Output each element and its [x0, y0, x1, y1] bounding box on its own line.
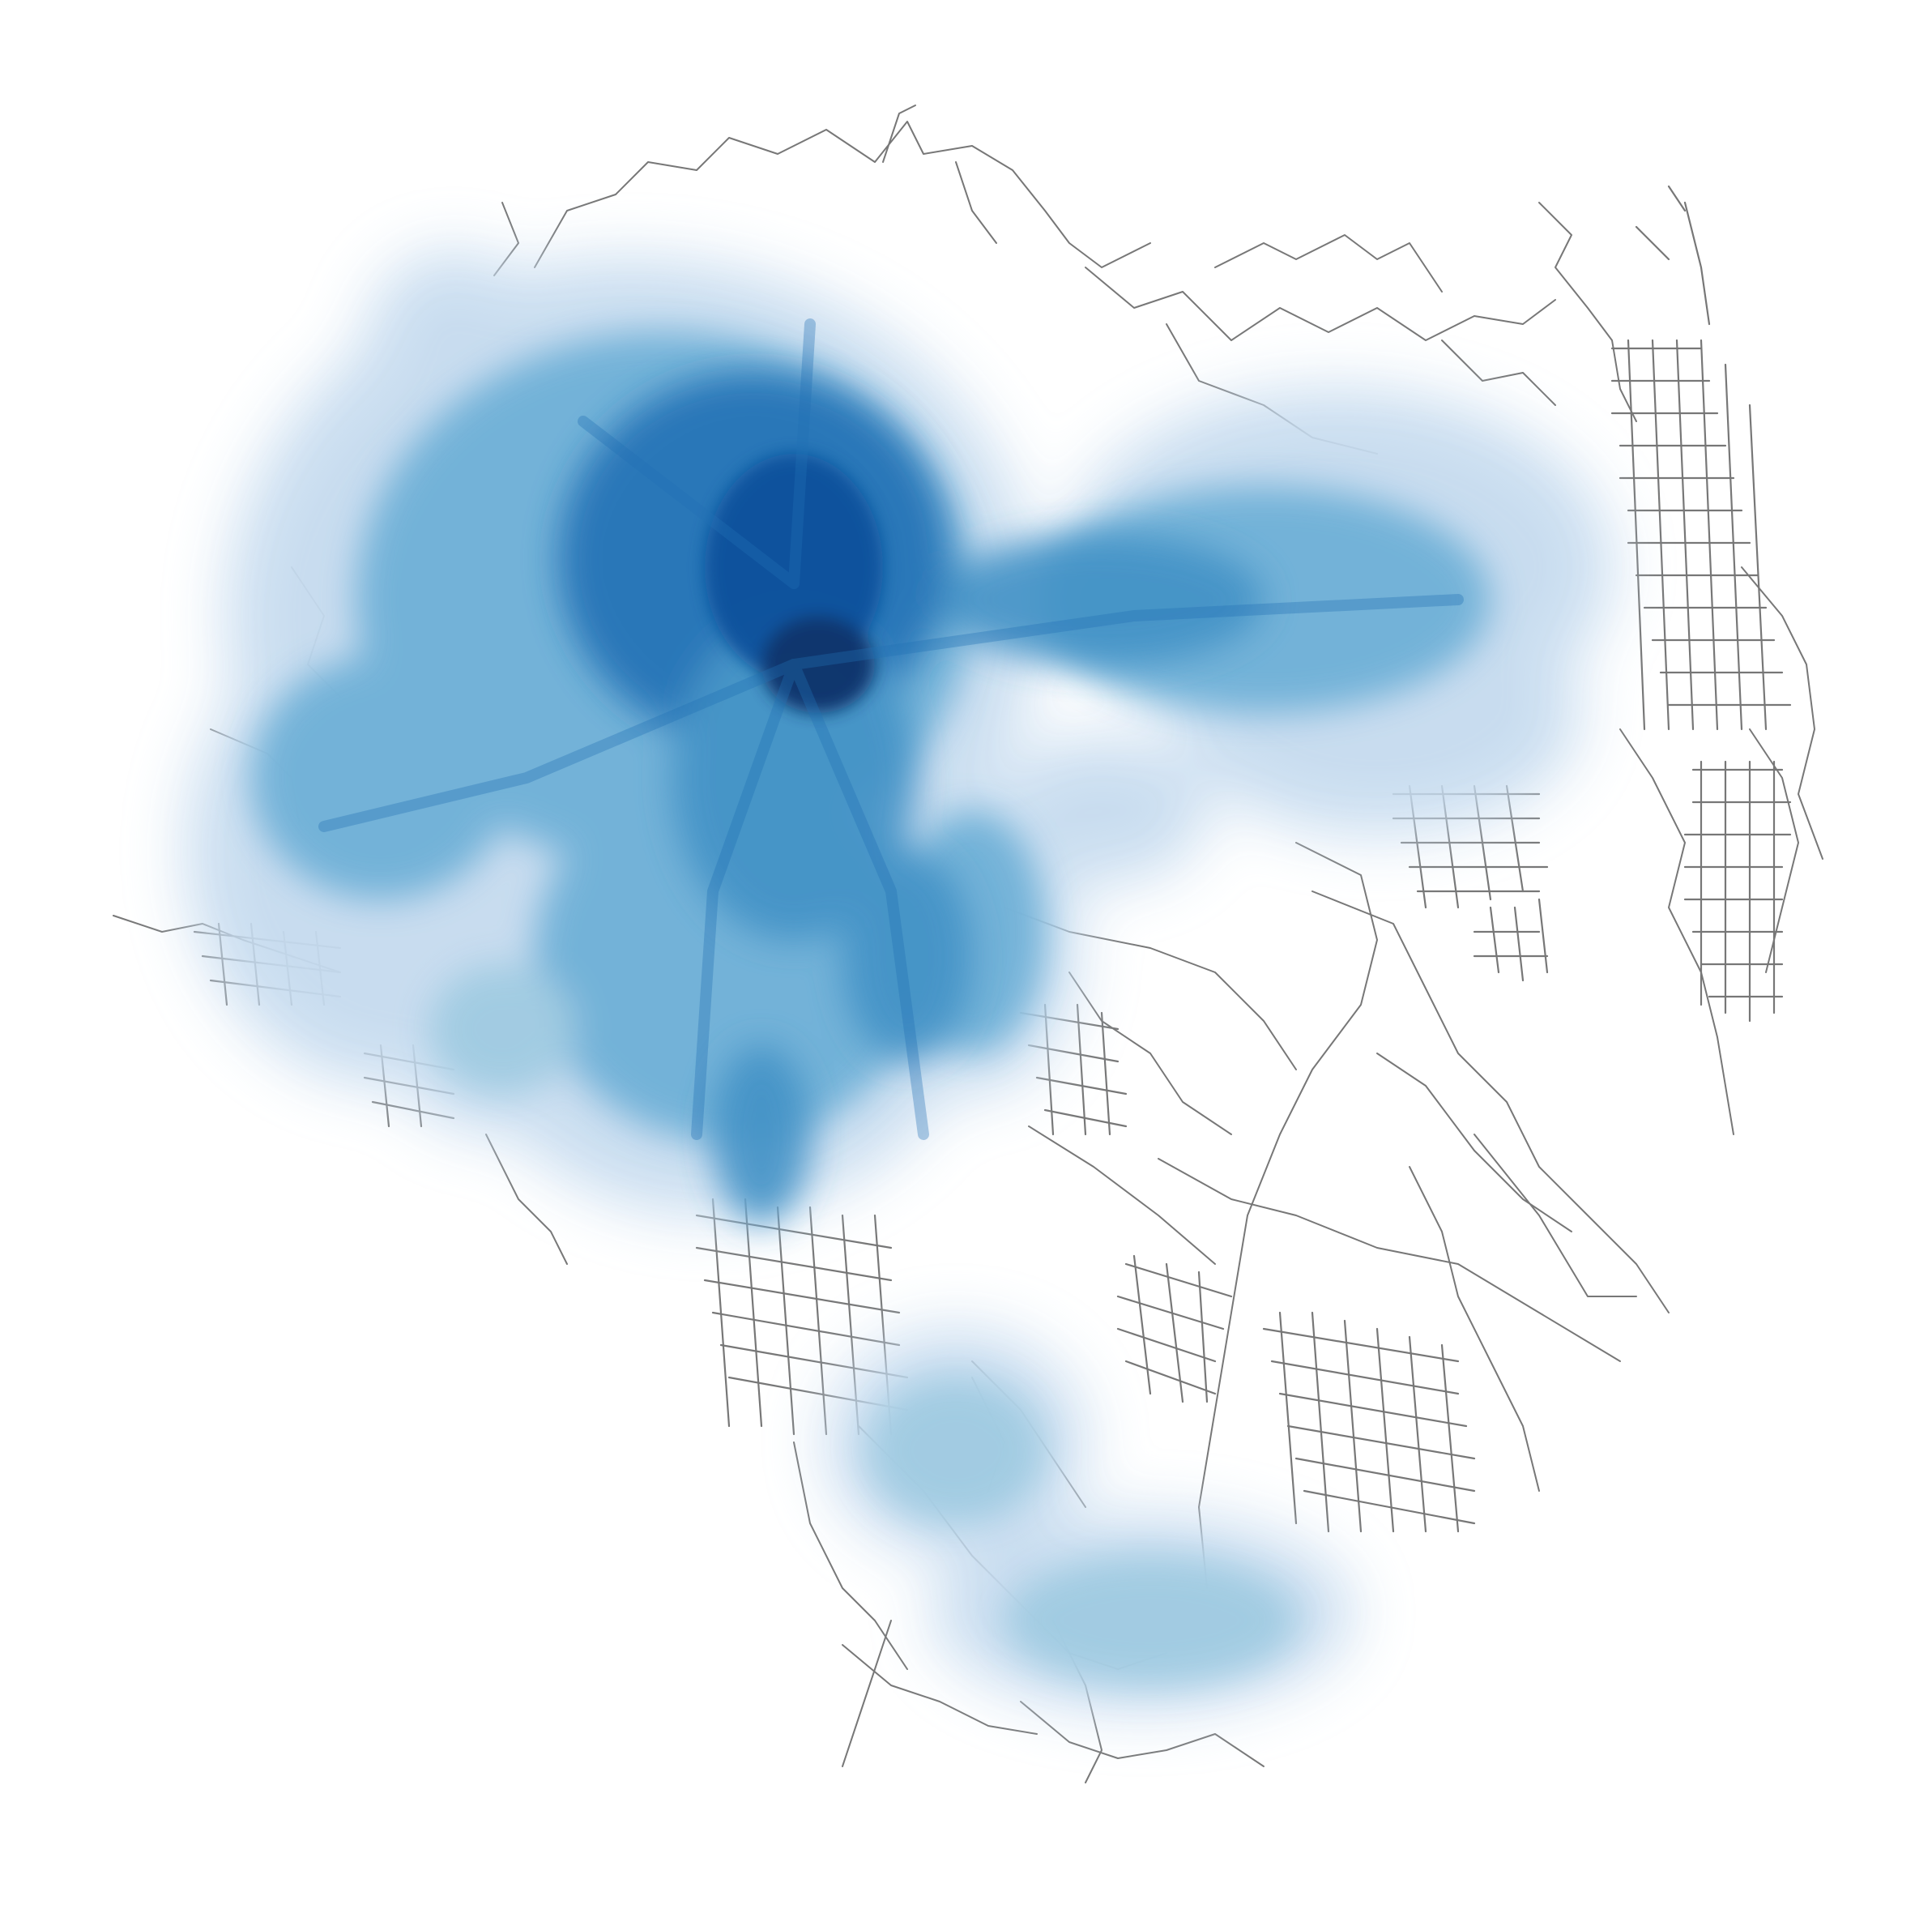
heat-overlay: [186, 251, 1612, 1710]
